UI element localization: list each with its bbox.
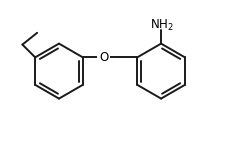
Text: O: O (99, 51, 108, 64)
Text: NH$_2$: NH$_2$ (150, 17, 174, 32)
